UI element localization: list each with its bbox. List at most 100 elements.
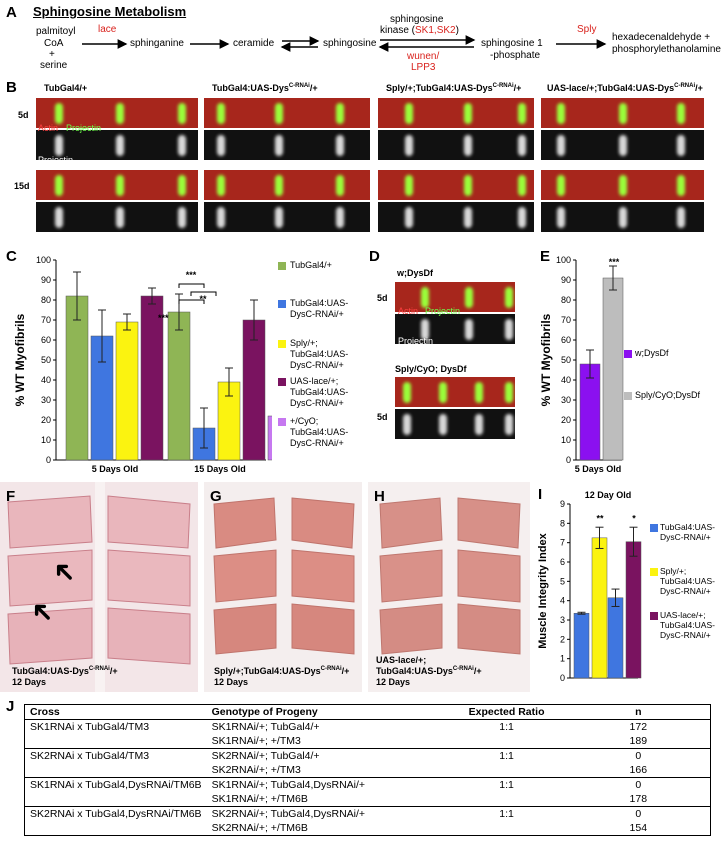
- table-row: SK2RNAi x TubGal4/TM3 SK2RNAi/+; TubGal4/…: [24, 748, 711, 763]
- legend-swatch: [650, 524, 658, 532]
- y-tick-label: 30: [561, 395, 571, 405]
- band-stripe: [403, 413, 411, 435]
- band-stripe: [505, 318, 513, 340]
- sig-bracket: [190, 291, 217, 296]
- bar: [602, 277, 624, 461]
- row-label-5d: 5d: [377, 412, 388, 422]
- product-hexadecenal: hexadecenaldehyde +: [612, 32, 711, 43]
- cell-cross: SK2RNAi x TubGal4,DysRNAi/TM6B: [24, 806, 207, 821]
- band-stripe: [177, 174, 186, 196]
- actin-projectin-image: [541, 98, 704, 128]
- image-caption-days: 12 Days: [12, 677, 47, 687]
- y-tick-label: 4: [560, 596, 565, 606]
- band-stripe: [54, 102, 63, 124]
- metabolite-sphingosine: sphingosine: [323, 38, 377, 49]
- kinase-label: kinase (SK1,SK2): [380, 25, 459, 36]
- legend-swatch: [278, 418, 286, 426]
- header-genotype: Genotype of Progeny: [206, 704, 447, 720]
- row-label-5d: 5d: [377, 293, 388, 303]
- cell-genotype: SK2RNAi/+; +/TM3: [211, 764, 301, 776]
- image-caption: UAS-lace/+;: [376, 655, 427, 665]
- band-stripe: [464, 134, 473, 156]
- cell-n: 172: [566, 719, 711, 734]
- bar: [607, 597, 624, 679]
- actin-projectin-image: [395, 282, 515, 312]
- band-stripe: [618, 174, 627, 196]
- band-stripe: [116, 134, 125, 156]
- band-stripe: [439, 413, 447, 435]
- band-stripe: [556, 174, 565, 196]
- cell-genotype: SK1RNAi/+; +/TM6B: [211, 793, 308, 805]
- cell-n: 0: [566, 806, 711, 821]
- cell-ratio: [447, 763, 567, 778]
- y-tick-label: 70: [561, 315, 571, 325]
- panel-letter: F: [6, 488, 16, 505]
- column-header: UAS-lace/+;TubGal4:UAS-DysC-RNAi/+: [547, 83, 703, 93]
- sig-label: **: [199, 294, 207, 304]
- table-row: SK1RNAi/+; +/TM3 189: [25, 734, 711, 749]
- x-category-label: 5 Days Old: [575, 464, 622, 474]
- cell-ratio: [447, 821, 567, 836]
- y-tick-label: 30: [41, 395, 51, 405]
- y-tick-label: 5: [560, 576, 565, 586]
- pathway-arrows: [82, 35, 607, 52]
- y-tick-label: 7: [560, 538, 565, 548]
- enzyme-lpp3: LPP3: [411, 62, 436, 73]
- enzyme-sply: Sply: [577, 24, 597, 35]
- band-stripe: [336, 102, 345, 124]
- band-stripe: [556, 134, 565, 156]
- band-stripe: [517, 102, 526, 124]
- cell-cross: [25, 763, 207, 778]
- band-stripe: [505, 381, 513, 403]
- legend-swatch: [650, 612, 658, 620]
- y-tick-label: 100: [36, 255, 51, 265]
- legend-projectin: Projectin: [66, 123, 102, 133]
- actin-projectin-image: [395, 377, 515, 407]
- cell-cross: [25, 821, 207, 836]
- band-stripe: [421, 286, 429, 308]
- bar: [167, 311, 191, 461]
- panel-letter: B: [6, 79, 17, 96]
- legend-swatch: [624, 350, 632, 358]
- y-tick-label: 20: [41, 415, 51, 425]
- band-stripe: [465, 318, 474, 340]
- row-label-15d: 15d: [14, 181, 30, 191]
- band-stripe: [405, 134, 414, 156]
- metabolite-s1p: sphingosine 1: [481, 38, 543, 49]
- image-caption-2: TubGal4:UAS-DysC-RNAi/+: [376, 666, 482, 676]
- column-header: Sply/+;TubGal4:UAS-DysC-RNAi/+: [386, 83, 522, 93]
- actin-projectin-image: [36, 170, 198, 200]
- cell-genotype: SK2RNAi/+; TubGal4/+: [206, 748, 447, 763]
- y-tick-label: 60: [561, 335, 571, 345]
- table-row: SK1RNAi x TubGal4/TM3 SK1RNAi/+; TubGal4/…: [24, 719, 711, 734]
- reactant-plus: +: [49, 49, 55, 60]
- header-ratio: Expected Ratio: [446, 704, 567, 720]
- enzyme-wunen: wunen/: [407, 51, 440, 62]
- bar: [591, 537, 608, 679]
- histology-image-g: [204, 482, 362, 692]
- legend-label: TubGal4:UAS-DysC-RNAi/+: [660, 522, 715, 542]
- legend-swatch: [278, 378, 286, 386]
- y-tick-label: 3: [560, 615, 565, 625]
- band-stripe: [677, 206, 686, 228]
- table-row: SK2RNAi x TubGal4,DysRNAi/TM6B SK2RNAi/+;…: [24, 806, 711, 821]
- band-stripe: [464, 174, 473, 196]
- band-stripe: [274, 174, 283, 196]
- chart-c: 0 10 20 30 40 50 60 70 80 90 100 % WT Myofibrils 5 D…: [13, 255, 272, 474]
- band-stripe: [556, 206, 565, 228]
- band-stripe: [505, 286, 513, 308]
- projectin-gray-image: [395, 409, 515, 439]
- y-axis-label: % WT Myofibrils: [13, 313, 27, 406]
- band-stripe: [336, 206, 345, 228]
- band-stripe: [517, 174, 526, 196]
- projectin-gray-image: [36, 202, 198, 232]
- band-stripe: [475, 381, 483, 403]
- legend-swatch: [650, 568, 658, 576]
- actin-projectin-image: [541, 170, 704, 200]
- y-tick-label: 1: [560, 654, 565, 664]
- band-stripe: [505, 413, 513, 435]
- cell-cross: [25, 734, 207, 749]
- header-n: n: [566, 704, 711, 720]
- legend-label: TubGal4:UAS-DysC-RNAi/+: [290, 298, 349, 319]
- enzyme-lace: lace: [98, 24, 117, 35]
